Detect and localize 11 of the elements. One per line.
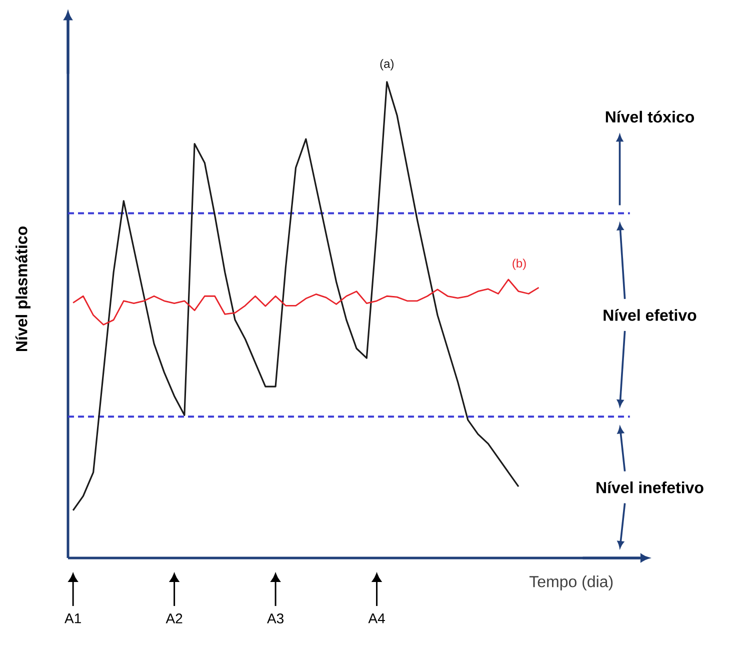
x-tick-label: A2 bbox=[166, 614, 182, 624]
text: Nível efetivo bbox=[604, 308, 696, 321]
y-axis-title: Nível plasmático bbox=[15, 226, 30, 352]
series-label: (a) bbox=[380, 59, 394, 70]
x-axis-title: Tempo (dia) bbox=[529, 576, 613, 590]
text: Nível inefetivo bbox=[596, 481, 704, 494]
x-tick-label: A1 bbox=[64, 614, 81, 624]
series-label: (b) bbox=[512, 258, 526, 270]
x-tick-label: A4 bbox=[368, 614, 385, 624]
text: Nível tóxico bbox=[606, 110, 694, 123]
x-tick-label: A3 bbox=[267, 614, 284, 624]
